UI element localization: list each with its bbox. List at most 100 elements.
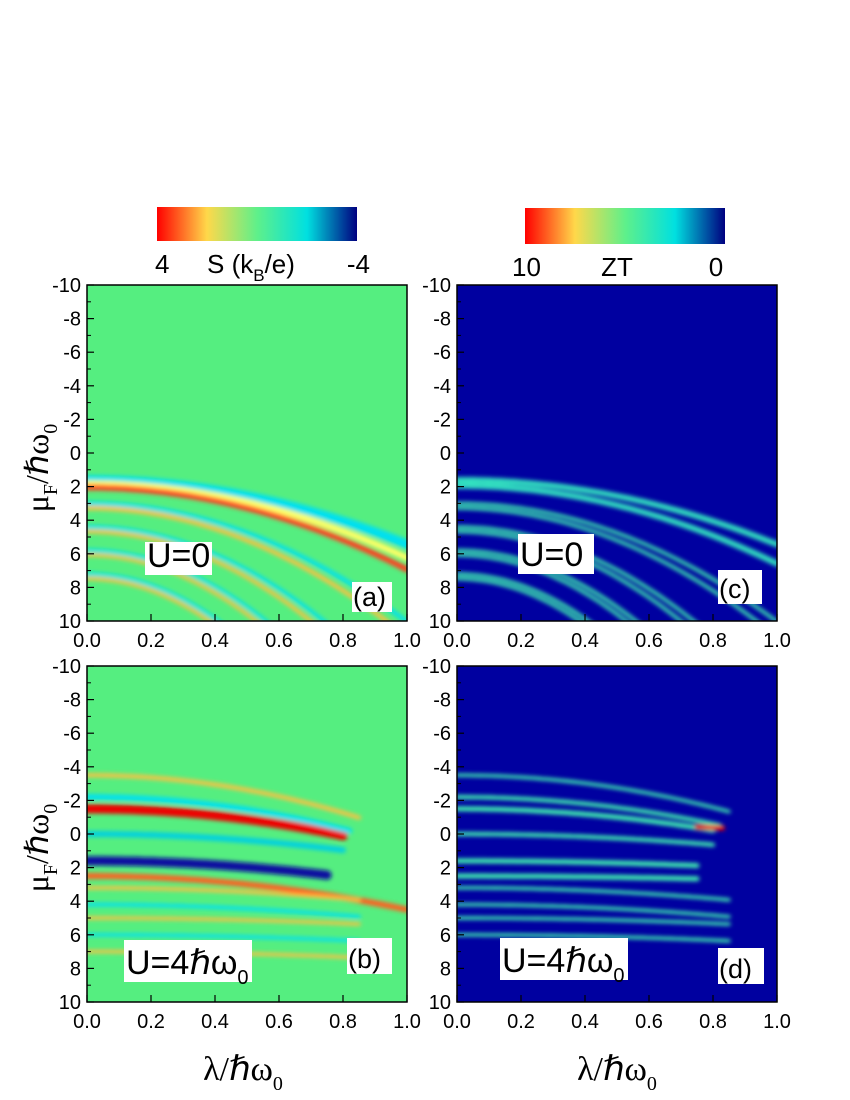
y-tick-label: 0 [70, 443, 81, 465]
y-tick-label: -4 [433, 757, 451, 779]
panel-label-box [347, 938, 392, 974]
colorbar-seebeck-left-value: 4 [155, 249, 169, 279]
x-tick-label: 1.0 [393, 630, 421, 652]
heatmap-panel-b: -10 -8 -6 -4 -2 0 2 4 6 8 100.0 0.2 0.4 0.6 0.8 1.0 U=4ℏ… [52, 656, 421, 1033]
heatmap-band [87, 916, 361, 926]
colorbar-seebeck-gradient [157, 207, 357, 241]
x-tick-label: 0.0 [73, 630, 101, 652]
panel-label: (c) [719, 574, 750, 604]
heatmap-band [694, 824, 726, 831]
heatmap-band [457, 831, 716, 847]
heatmap-band [457, 916, 731, 926]
y-tick-label: 4 [440, 891, 451, 913]
y-axis-label-bottom: μF/ℏω0 [19, 804, 62, 893]
y-tick-label: -6 [63, 723, 81, 745]
panel-label: (a) [353, 582, 386, 612]
heatmap-band [87, 548, 269, 621]
y-tick-label: 0 [70, 824, 81, 846]
x-tick-label: 0.0 [73, 1011, 101, 1033]
x-tick-label: 0.8 [329, 1011, 357, 1033]
y-tick-label: -2 [63, 409, 81, 431]
y-tick-label: 2 [440, 477, 451, 499]
x-tick-label: 0.4 [571, 1011, 599, 1033]
x-tick-label: 0.6 [265, 1011, 293, 1033]
y-tick-label: 4 [70, 510, 81, 532]
heatmap-band [457, 548, 639, 621]
heatmap-band [457, 577, 583, 621]
panel-annotation: U=0 [520, 536, 583, 574]
y-tick-label: -4 [63, 376, 81, 398]
heatmap-band [87, 794, 353, 834]
heatmap-panel-a: -10 -8 -6 -4 -2 0 2 4 6 8 100.0 0.2 0.4 0.6 0.8 1.0 U=0 (… [52, 275, 421, 652]
heatmap-band [87, 902, 361, 919]
y-tick-label: -8 [63, 690, 81, 712]
heatmap-band [87, 529, 314, 621]
panel-label-box [718, 570, 762, 604]
colorbar-zt-left-value: 10 [512, 252, 541, 282]
y-tick-label: -10 [422, 656, 451, 678]
heatmap-band [87, 831, 346, 854]
y-tick-label: 10 [59, 992, 81, 1014]
heatmap-panel-d: -10 -8 -6 -4 -2 0 2 4 6 8 100.0 0.2 0.4 0.6 0.8 1.0 U=4ℏ… [422, 656, 791, 1033]
heatmap-band [87, 804, 348, 841]
x-tick-label: 0.4 [571, 630, 599, 652]
colorbar-seebeck-title: S (kB/e) [207, 249, 295, 285]
heatmap-band [457, 572, 592, 621]
heatmap-band [457, 476, 777, 548]
x-tick-label: 0.8 [699, 630, 727, 652]
x-tick-label: 0.6 [635, 630, 663, 652]
y-tick-label: 4 [70, 891, 81, 913]
y-tick-label: 10 [59, 611, 81, 633]
heatmap-band [87, 577, 213, 621]
heatmap-band [87, 525, 327, 621]
heatmap-band [87, 572, 222, 621]
x-axis-label-right: λ/ℏω0 [577, 1051, 657, 1095]
heatmap-band [87, 933, 361, 943]
colorbar-zt-title: ZT [601, 252, 633, 282]
y-tick-label: 10 [429, 611, 451, 633]
heatmap-band [457, 525, 697, 621]
heatmap-band [457, 773, 731, 814]
y-tick-label: -6 [433, 342, 451, 364]
y-tick-label: 8 [70, 958, 81, 980]
y-tick-label: -8 [433, 309, 451, 331]
x-tick-label: 1.0 [763, 1011, 791, 1033]
x-tick-label: 1.0 [393, 1011, 421, 1033]
panel-label-box [352, 582, 392, 612]
panel-label-box [718, 948, 764, 984]
y-tick-label: 4 [440, 510, 451, 532]
y-tick-label: 6 [70, 925, 81, 947]
y-tick-label: 2 [70, 858, 81, 880]
heatmap-band [87, 856, 332, 880]
y-tick-label: 10 [429, 992, 451, 1014]
annotation-box [124, 940, 252, 982]
heatmap-band [87, 773, 362, 820]
heatmap-band [87, 553, 259, 621]
y-tick-label: -4 [433, 376, 451, 398]
heatmap-background [457, 285, 777, 621]
heatmap-band [87, 885, 361, 902]
heatmap-band [457, 794, 722, 828]
x-tick-label: 0.4 [201, 630, 229, 652]
x-tick-label: 1.0 [763, 630, 791, 652]
y-tick-label: 0 [440, 443, 451, 465]
y-tick-label: -2 [433, 409, 451, 431]
panel-annotation: U=4ℏω0 [126, 944, 249, 989]
y-tick-label: -4 [63, 757, 81, 779]
heatmap-band [457, 873, 700, 882]
y-tick-label: 8 [440, 958, 451, 980]
panel-label: (b) [348, 944, 381, 974]
colorbar-zt-right-value: 0 [709, 252, 723, 282]
x-tick-label: 0.4 [201, 1011, 229, 1033]
y-tick-label: -6 [63, 342, 81, 364]
panel-label: (d) [719, 954, 752, 984]
heatmap-panel-c: -10 -8 -6 -4 -2 0 2 4 6 8 100.0 0.2 0.4 0.6 0.8 1.0 U=0 (… [422, 275, 791, 652]
x-tick-label: 0.2 [137, 630, 165, 652]
heatmap-band [457, 806, 716, 833]
heatmap-band [457, 858, 700, 869]
heatmap-band [87, 475, 407, 549]
y-axis-label-top: μF/ℏω0 [19, 424, 62, 513]
heatmap-band [457, 886, 731, 902]
y-tick-label: 8 [70, 577, 81, 599]
